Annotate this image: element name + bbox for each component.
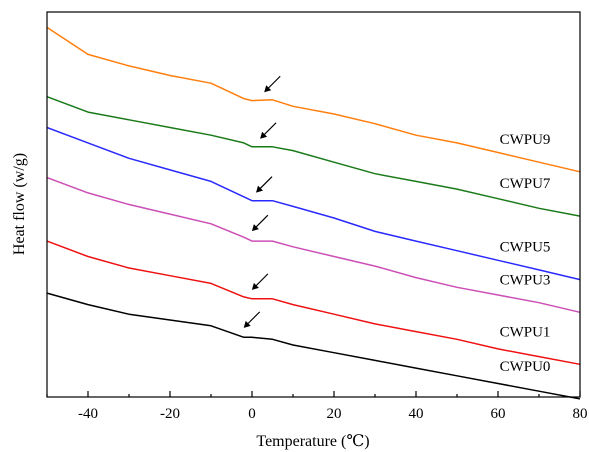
plot-frame [46, 11, 581, 398]
series-label-cwpu1: CWPU1 [500, 324, 551, 340]
transition-arrow-icon [243, 311, 261, 328]
series-label-cwpu5: CWPU5 [500, 240, 551, 256]
series-line-cwpu5 [46, 126, 581, 281]
series-line-cwpu3 [46, 176, 581, 314]
series-labels-layer: CWPU9 CWPU7 CWPU5 CWPU3 CWPU1 CWPU0 [500, 132, 551, 375]
transition-arrow-icon [251, 214, 269, 232]
series-line-cwpu7 [46, 95, 581, 217]
x-axis-ticks: -40 -20 0 20 40 60 80 [46, 391, 588, 422]
y-axis-title: Heat flow (w/g) [11, 153, 28, 255]
series-label-cwpu9: CWPU9 [500, 132, 551, 148]
transition-arrow-icon [264, 75, 281, 93]
series-label-cwpu7: CWPU7 [500, 176, 551, 192]
transition-arrow-icon [256, 176, 273, 193]
series-label-cwpu0: CWPU0 [500, 359, 551, 375]
x-tick-label: -20 [160, 406, 180, 422]
x-axis-title: Temperature (℃) [256, 433, 369, 450]
series-label-cwpu3: CWPU3 [500, 272, 551, 288]
x-tick-label: 60 [491, 406, 506, 422]
series-line-cwpu9 [46, 26, 581, 173]
arrows-layer [243, 75, 281, 328]
series-line-cwpu0 [46, 292, 581, 400]
x-tick-label: 20 [327, 406, 342, 422]
x-tick-label: 0 [248, 406, 256, 422]
transition-arrow-icon [260, 122, 277, 139]
curves-layer [46, 26, 581, 400]
x-tick-label: 80 [573, 406, 588, 422]
transition-arrow-icon [251, 273, 269, 290]
x-tick-label: -40 [78, 406, 98, 422]
x-tick-label: 40 [409, 406, 424, 422]
series-line-cwpu1 [46, 240, 581, 366]
